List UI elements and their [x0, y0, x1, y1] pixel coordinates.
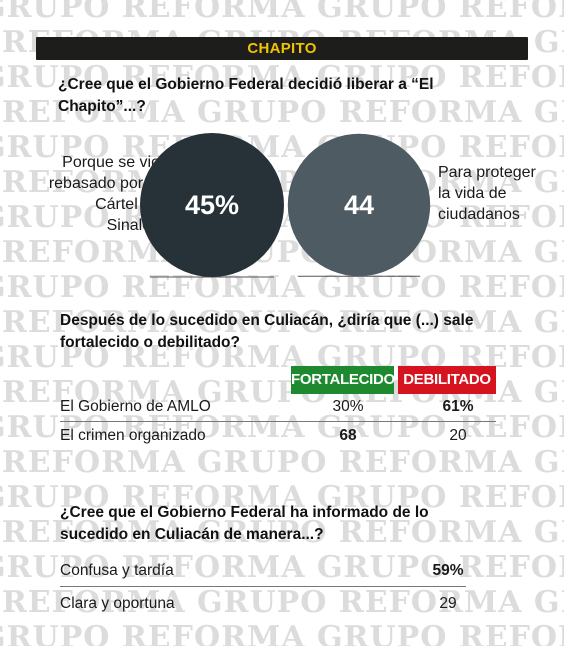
cell-clara-value: 29 [439, 595, 457, 612]
row-label-crimen: El crimen organizado [60, 427, 206, 444]
row-label-confusa: Confusa y tardía [60, 562, 174, 579]
bubble-1-value: 45% [185, 190, 239, 220]
legend-fortalecido: FORTALECIDO [291, 366, 395, 394]
bubble-2 [287, 133, 431, 277]
option-proteger-label: Para proteger la vida de ciudadanos [438, 164, 536, 223]
title-bar: CHAPITO [36, 37, 528, 60]
row-divider [60, 421, 496, 422]
legend-debilitado: DEBILITADO [398, 366, 496, 394]
bubble-chart: 45% 44 [140, 133, 431, 278]
cell-amlo-debilitado: 61% [442, 398, 474, 415]
cell-amlo-fortalecido: 30% [332, 398, 364, 415]
bubble-2-value: 44 [344, 190, 374, 220]
question-1: ¿Cree que el Gobierno Federal decidió li… [58, 76, 434, 115]
row-divider [60, 586, 466, 587]
page-title: CHAPITO [247, 40, 317, 57]
row-label-amlo: El Gobierno de AMLO [60, 398, 211, 415]
question-3: ¿Cree que el Gobierno Federal ha informa… [60, 504, 429, 543]
cell-crimen-fortalecido: 68 [339, 427, 357, 444]
row-label-clara: Clara y oportuna [60, 595, 175, 612]
question-2: Después de lo sucedido en Culiacán, ¿dir… [60, 312, 474, 351]
cell-crimen-debilitado: 20 [449, 427, 467, 444]
cell-confusa-value: 59% [432, 562, 464, 579]
bubble-1 [140, 133, 284, 277]
